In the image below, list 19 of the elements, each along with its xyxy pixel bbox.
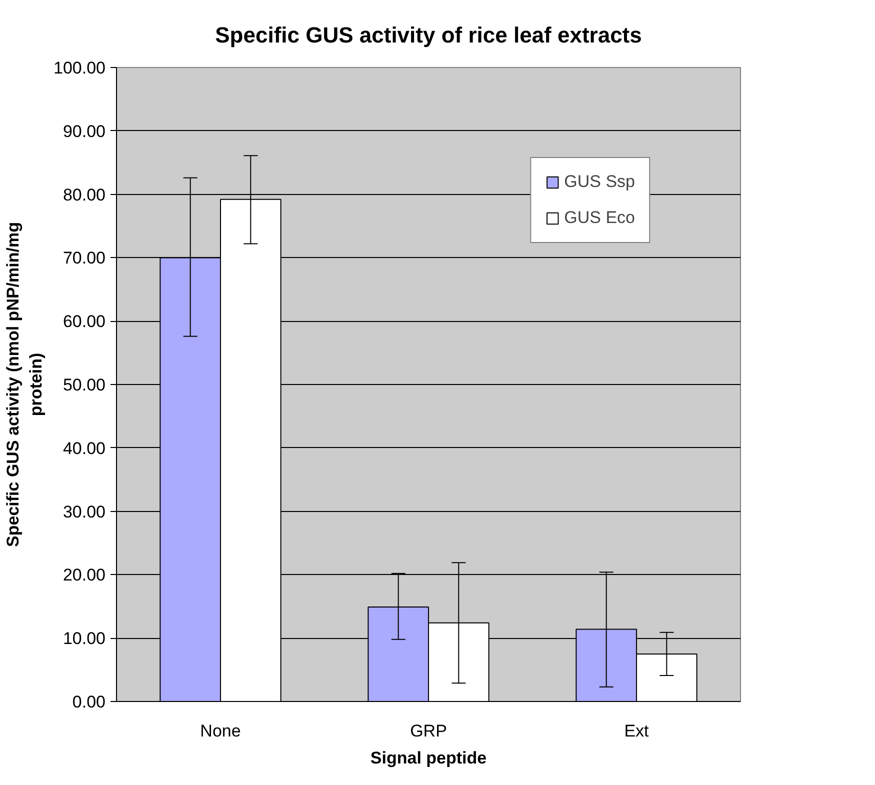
y-tick-label: 20.00 [62, 566, 106, 585]
x-axis-title: Signal peptide [370, 748, 487, 768]
y-tick-label: 50.00 [62, 376, 106, 394]
x-tick-label: None [200, 722, 241, 740]
legend-label: GUS Ssp [564, 172, 635, 192]
y-tick-label: 90.00 [62, 122, 106, 141]
y-tick-label: 100.00 [54, 58, 106, 78]
y-tick-label: 0.00 [72, 692, 106, 712]
y-tick-label: 80.00 [62, 185, 106, 204]
y-tick-label: 70.00 [62, 248, 106, 268]
x-tick-label: GRP [410, 722, 447, 740]
legend-label: GUS Eco [564, 208, 635, 228]
chart-title: Specific GUS activity of rice leaf extracts [215, 22, 642, 48]
y-tick-label: 10.00 [62, 629, 106, 648]
y-tick-label: 60.00 [62, 312, 106, 332]
x-tick-label: Ext [624, 722, 650, 740]
y-tick-label: 40.00 [62, 438, 106, 458]
y-tick-label: 30.00 [62, 502, 106, 522]
y-axis-title: Specific GUS activity (nmol pNP/min/mg protein) [4, 222, 46, 547]
